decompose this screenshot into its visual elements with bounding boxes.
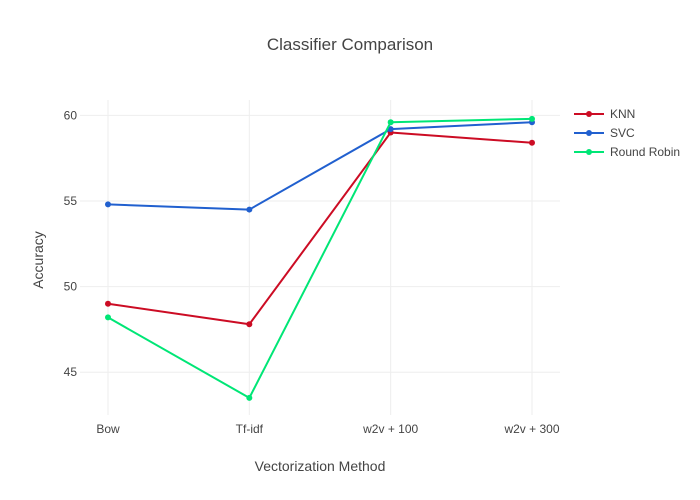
round-robin-line [107,117,533,399]
round-robin-point[interactable] [105,314,111,321]
y-tick-label: 55 [64,194,78,208]
y-tick-label: 50 [64,280,78,294]
y-axis-title: Accuracy [30,231,46,289]
round-robin-point[interactable] [387,119,394,126]
chart-title: Classifier Comparison [267,35,433,54]
legend-item-knn[interactable]: KNN [574,107,635,121]
round-robin-point[interactable] [246,394,253,401]
legend-item-svc[interactable]: SVC [574,126,635,140]
legend-swatch-marker [586,130,592,136]
series-round-robin [105,115,535,401]
svc-point[interactable] [105,201,111,208]
y-tick-label: 45 [64,365,78,379]
gridlines [80,100,560,415]
legend[interactable]: KNN SVC Round Robin [574,107,680,159]
svc-line [107,121,533,211]
x-tick-label: Tf-idf [236,422,264,436]
legend-item-round-robin[interactable]: Round Robin [574,145,680,159]
x-tick-label: Bow [96,422,120,436]
series-svc [105,119,535,213]
legend-swatch-marker [586,111,592,117]
knn-line [107,131,533,326]
svc-point[interactable] [387,126,394,133]
x-axis-ticks: Bow Tf-idf w2v + 100 w2v + 300 [96,422,560,436]
knn-point[interactable] [105,300,111,307]
round-robin-point[interactable] [529,115,535,122]
x-tick-label: w2v + 300 [503,422,559,436]
y-axis-ticks: 45 50 55 60 [64,108,78,379]
legend-label: Round Robin [610,145,680,159]
y-tick-label: 60 [64,108,78,122]
svc-point[interactable] [246,206,253,213]
legend-label: SVC [610,126,635,140]
x-tick-label: w2v + 100 [362,422,418,436]
legend-label: KNN [610,107,635,121]
knn-point[interactable] [529,139,535,146]
legend-swatch-marker [586,149,592,155]
x-axis-title: Vectorization Method [255,458,386,474]
knn-point[interactable] [246,321,253,328]
series-group [105,115,535,401]
series-knn [105,129,535,328]
